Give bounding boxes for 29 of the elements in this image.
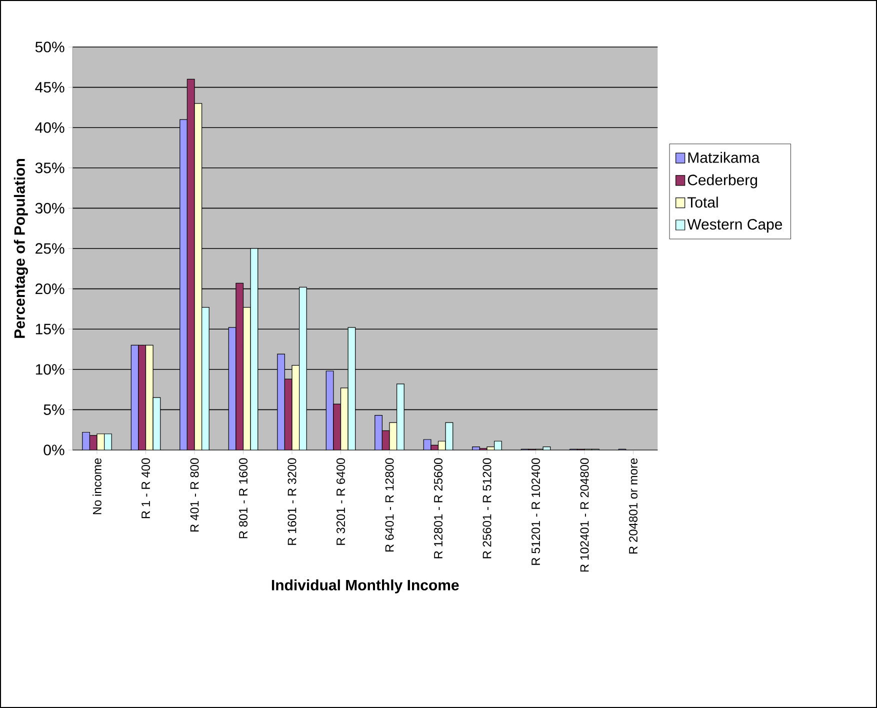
legend-label: Matzikama (688, 152, 760, 163)
y-tick-label: 20% (36, 283, 64, 294)
y-tick-label: 30% (35, 202, 64, 214)
y-tick-label: 10% (36, 364, 64, 375)
legend-label: Cederberg (688, 174, 758, 188)
x-tick-label: R 25601 - R 51200 (482, 458, 492, 558)
x-tick-label: R 102401 - R 204800 (580, 458, 589, 572)
x-tick-label: R 6401 - R 12800 (385, 458, 394, 552)
x-tick-label: R 204801 or more (629, 458, 638, 554)
x-tick-label: R 12801 - R 25600 (434, 458, 442, 558)
x-tick-label: R 3201 - R 6400 (336, 458, 345, 545)
y-tick-label: 25% (36, 243, 64, 254)
x-tick-label: R 1601 - R 3200 (288, 458, 296, 545)
x-axis-title: Individual Monthly Income (272, 579, 459, 594)
y-tick-label: 35% (35, 162, 64, 174)
x-tick-label: R 801 - R 1600 (239, 458, 248, 538)
y-tick-label: 0% (44, 444, 64, 456)
x-tick-label: R 51201 - R 102400 (532, 458, 540, 565)
y-tick-label: 40% (35, 122, 64, 133)
legend-label: Total (687, 196, 718, 208)
x-tick-label: R 1 - R 400 (142, 458, 150, 518)
y-tick-label: 50% (35, 42, 64, 52)
y-tick-label: 45% (35, 82, 64, 93)
y-tick-label: 5% (44, 404, 64, 415)
y-axis-title: Percentage of Population (14, 158, 28, 338)
y-tick-label: 15% (36, 324, 64, 334)
legend-label: Western Cape (687, 219, 782, 233)
x-tick-label: No income (92, 458, 102, 514)
x-tick-label: R 401 - R 800 (190, 458, 199, 532)
